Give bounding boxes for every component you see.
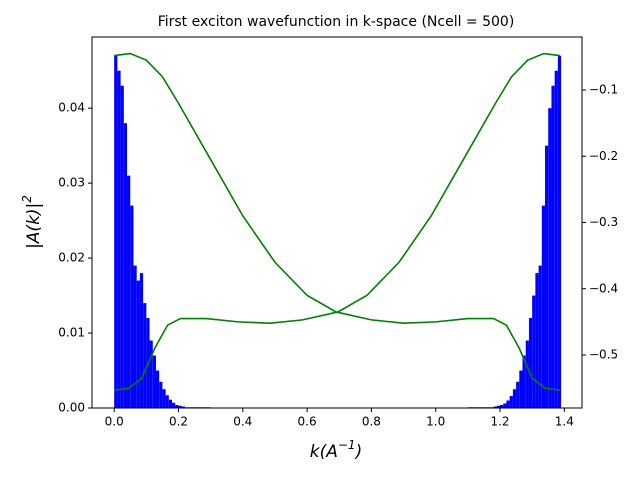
line xyxy=(114,52,560,391)
bar xyxy=(120,85,124,409)
y2-tick-label: −0.5 xyxy=(589,348,618,362)
y-tick-label: 0.04 xyxy=(58,101,85,115)
bar xyxy=(545,145,549,409)
bar xyxy=(155,370,160,408)
bar xyxy=(159,381,163,408)
bar xyxy=(139,273,144,408)
bar xyxy=(136,280,140,408)
bar xyxy=(127,175,131,408)
bar xyxy=(168,399,173,408)
x-tick-label: 1.2 xyxy=(490,415,509,429)
bar xyxy=(181,406,185,408)
bar xyxy=(532,295,536,408)
x-tick-label: 0.0 xyxy=(105,415,124,429)
bar xyxy=(123,123,128,408)
x-label-end: ) xyxy=(354,442,363,462)
y2-tick-label: −0.2 xyxy=(589,149,618,163)
bar xyxy=(525,340,529,408)
bar xyxy=(519,370,523,408)
bar xyxy=(172,402,176,408)
x-tick-label: 0.2 xyxy=(169,415,188,429)
x-tick-label: 0.4 xyxy=(233,415,252,429)
y-label: |A(k)|2 xyxy=(20,195,45,249)
bar xyxy=(133,265,137,408)
y-tick-label: 0.01 xyxy=(58,326,85,340)
x-label-sup: −1 xyxy=(338,438,356,452)
bar xyxy=(496,405,501,408)
bar xyxy=(551,85,555,409)
bar xyxy=(506,400,510,408)
bar xyxy=(535,273,539,408)
bar xyxy=(509,396,513,408)
bar xyxy=(117,70,121,409)
x-label-base: k(A xyxy=(310,442,338,462)
bar xyxy=(528,318,533,408)
bar xyxy=(493,406,497,408)
bar xyxy=(538,265,542,408)
bar xyxy=(175,405,179,408)
bar xyxy=(165,395,169,408)
y-tick-label: 0.02 xyxy=(58,251,85,265)
bar xyxy=(516,381,520,408)
bar xyxy=(149,340,153,408)
x-tick-label: 0.6 xyxy=(298,415,317,429)
x-tick-label: 1.4 xyxy=(555,415,574,429)
y-label-sup: 2 xyxy=(20,195,34,203)
bar xyxy=(130,205,134,408)
y-label-base: |A(k)| xyxy=(24,203,44,249)
bar xyxy=(548,108,552,408)
bar xyxy=(114,55,118,409)
y2-tick-label: −0.1 xyxy=(589,83,618,97)
bar xyxy=(162,389,166,408)
bar xyxy=(541,205,546,408)
plot-frame xyxy=(91,36,583,409)
y2-tick-label: −0.4 xyxy=(589,281,618,295)
y-tick-label: 0.03 xyxy=(58,176,85,190)
bar xyxy=(512,389,517,408)
bar xyxy=(557,55,562,409)
bar xyxy=(554,70,558,409)
x-tick-label: 0.8 xyxy=(362,415,381,429)
y2-tick-label: −0.3 xyxy=(589,215,618,229)
bar xyxy=(178,405,182,408)
bar xyxy=(503,403,507,408)
chart-title: First exciton wavefunction in k-space (N… xyxy=(158,14,515,30)
bar xyxy=(522,355,526,408)
bar xyxy=(500,405,504,408)
y-tick-label: 0.00 xyxy=(58,401,85,415)
x-tick-label: 1.0 xyxy=(426,415,445,429)
bar xyxy=(143,303,147,408)
line xyxy=(114,52,560,391)
x-label: k(A−1) xyxy=(310,438,362,463)
bar xyxy=(152,355,156,408)
